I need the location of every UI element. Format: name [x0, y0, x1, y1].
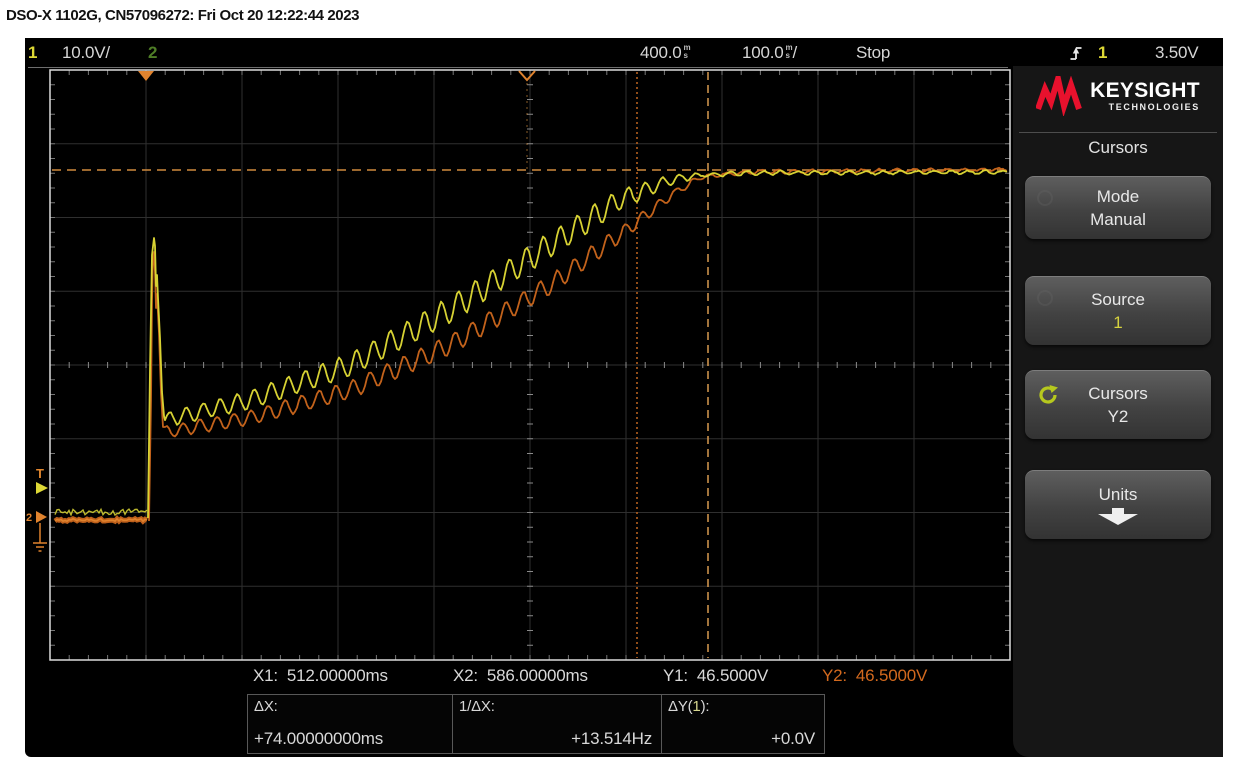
cursor-x2-readout: X2: 586.00000ms	[453, 666, 588, 685]
down-arrow-icon	[1098, 508, 1138, 525]
status-divider	[28, 67, 1008, 68]
acquisition-status[interactable]: Stop	[856, 43, 891, 62]
keysight-logo: KEYSIGHT TECHNOLOGIES	[1013, 76, 1223, 116]
channel1-number[interactable]: 1	[28, 43, 38, 62]
softkey-menu-panel: KEYSIGHT TECHNOLOGIES Cursors Mode Manua…	[1013, 66, 1223, 757]
trigger-level[interactable]: 3.50V	[1155, 43, 1199, 62]
channel1-scale[interactable]: 10.0V/	[62, 43, 110, 62]
knob-circle-icon	[1037, 290, 1053, 306]
brand-name: KEYSIGHT	[1090, 79, 1200, 102]
trigger-source[interactable]: 1	[1098, 43, 1108, 62]
cursors-button[interactable]: Cursors Y2	[1025, 370, 1211, 439]
brand-sub: TECHNOLOGIES	[1108, 102, 1200, 112]
rotate-arrow-icon	[1039, 385, 1058, 404]
knob-circle-icon	[1037, 190, 1053, 206]
menu-title: Cursors	[1088, 138, 1148, 157]
delta-y-box: ΔY(1): +0.0V	[661, 694, 825, 754]
keysight-spark-icon	[1036, 76, 1082, 116]
cursor-y1-readout: Y1: 46.5000V	[663, 666, 769, 685]
horizontal-delay[interactable]: 400.0 m s	[640, 43, 691, 62]
trigger-slope-icon	[1070, 47, 1082, 60]
delta-x-box: ΔX: +74.00000000ms	[247, 694, 453, 754]
delta-y-label: ΔY(1):	[668, 698, 710, 715]
channel2-number[interactable]: 2	[148, 43, 158, 62]
units-button[interactable]: Units	[1025, 470, 1211, 539]
instrument-title: DSO-X 1102G, CN57096272: Fri Oct 20 12:2…	[6, 7, 360, 24]
mode-button[interactable]: Mode Manual	[1025, 176, 1211, 239]
source-button[interactable]: Source 1	[1025, 276, 1211, 345]
cursor-y2-readout: Y2: 46.5000V	[822, 666, 928, 685]
timebase-scale[interactable]: 100.0 m s /	[742, 43, 797, 62]
sidebar-divider	[1019, 132, 1217, 133]
cursor-x1-readout: X1: 512.00000ms	[253, 666, 388, 685]
inverse-delta-x-box: 1/ΔX: +13.514Hz	[452, 694, 662, 754]
